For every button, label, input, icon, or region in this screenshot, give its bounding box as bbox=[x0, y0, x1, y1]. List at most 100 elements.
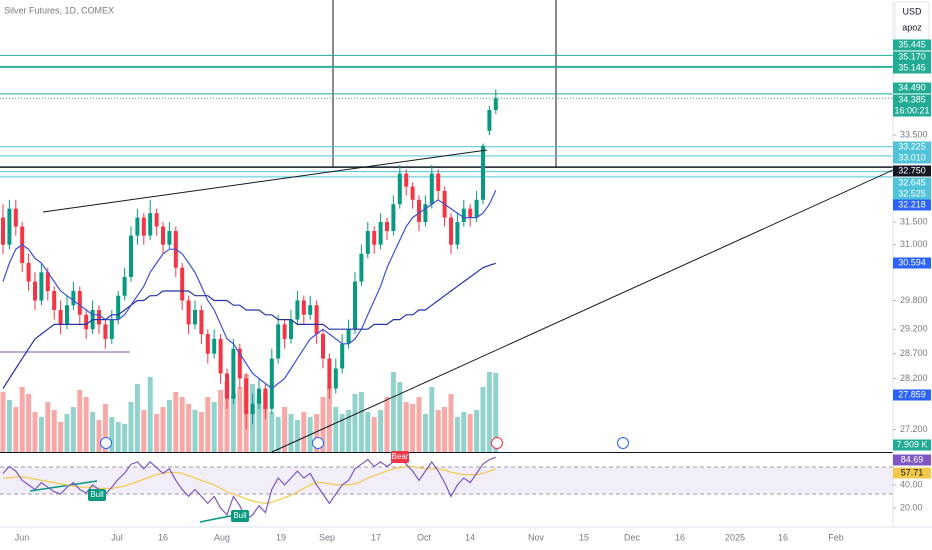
volume-bar bbox=[166, 400, 172, 452]
ma-label-box bbox=[893, 199, 931, 211]
volume-ma-label-box bbox=[893, 389, 931, 401]
moving-average bbox=[2, 262, 496, 389]
candle-body bbox=[116, 295, 121, 320]
level-label: 34.490 bbox=[898, 82, 926, 92]
countdown-box bbox=[893, 105, 931, 117]
level-label-box bbox=[893, 141, 931, 153]
volume-bar bbox=[230, 394, 236, 452]
event-icon[interactable] bbox=[617, 437, 629, 449]
volume-bar bbox=[282, 407, 288, 452]
level-label-box bbox=[893, 177, 931, 189]
y-tick-label: 29.800 bbox=[900, 295, 928, 305]
volume-bar bbox=[288, 414, 294, 452]
level-label-box bbox=[893, 165, 931, 177]
volume-bar bbox=[160, 407, 166, 452]
volume-bar bbox=[154, 414, 160, 452]
candle-body bbox=[295, 300, 300, 320]
volume-bar bbox=[403, 402, 409, 452]
volume-bar bbox=[371, 417, 377, 452]
rsi-label-box bbox=[893, 467, 931, 479]
volume-bar bbox=[186, 404, 192, 452]
level-label: 32.525 bbox=[898, 188, 926, 198]
candle-body bbox=[436, 173, 441, 192]
level-label-box bbox=[893, 188, 931, 200]
volume-bar bbox=[301, 412, 307, 452]
volume-bar bbox=[358, 392, 364, 452]
volume-ma-label: 27.859 bbox=[898, 389, 926, 399]
volume-bar bbox=[224, 382, 230, 452]
candle-body bbox=[45, 272, 50, 292]
annotation: Bear bbox=[392, 452, 409, 461]
volume-bar bbox=[256, 397, 262, 452]
candle-body bbox=[13, 208, 18, 227]
trendline bbox=[42, 149, 488, 213]
x-tick-label: Feb bbox=[828, 532, 844, 542]
candle-body bbox=[359, 253, 364, 282]
candle-body bbox=[404, 173, 409, 187]
event-icon[interactable] bbox=[491, 437, 503, 449]
volume-bar bbox=[320, 397, 326, 452]
level-label: 33.010 bbox=[898, 152, 926, 162]
candle-body bbox=[314, 305, 319, 335]
candle-body bbox=[39, 272, 44, 301]
candle-body bbox=[180, 267, 185, 301]
candle-body bbox=[250, 403, 255, 414]
level-label: 33.225 bbox=[898, 141, 926, 151]
annotation-box bbox=[231, 510, 249, 522]
volume-bar bbox=[19, 387, 25, 452]
x-tick-label: Jun bbox=[15, 532, 30, 542]
candle-body bbox=[282, 324, 287, 339]
candle-body bbox=[84, 314, 89, 330]
volume-bar bbox=[173, 392, 179, 452]
candle-body bbox=[449, 217, 453, 245]
candle-body bbox=[391, 204, 396, 232]
chart-title: Silver Futures, 1D, COMEX bbox=[4, 5, 114, 15]
volume-bar bbox=[77, 390, 83, 452]
candle-body bbox=[487, 109, 492, 131]
volume-bar bbox=[51, 410, 57, 452]
volume-bar bbox=[64, 414, 70, 452]
candle-body bbox=[225, 373, 229, 399]
candle-body bbox=[429, 173, 434, 205]
candle-body bbox=[474, 199, 479, 218]
candle-body bbox=[141, 217, 146, 236]
candle-body bbox=[231, 348, 236, 399]
annotation-box bbox=[88, 489, 106, 501]
y-tick-label: 31.000 bbox=[900, 239, 928, 249]
event-icon[interactable] bbox=[312, 437, 324, 449]
candle-body bbox=[244, 378, 249, 414]
candle-body bbox=[493, 98, 498, 110]
x-tick-label: Nov bbox=[528, 532, 545, 542]
candle-body bbox=[129, 235, 133, 277]
rsi-band bbox=[0, 467, 893, 494]
candle-body bbox=[154, 213, 159, 227]
volume-bar bbox=[397, 382, 403, 452]
volume-bar bbox=[109, 417, 115, 452]
candle-body bbox=[327, 358, 332, 389]
rsi-ma-line bbox=[3, 465, 497, 505]
volume-bar bbox=[442, 407, 448, 452]
level-label: 35.170 bbox=[898, 51, 926, 61]
trendline bbox=[271, 169, 894, 453]
candle-body bbox=[103, 324, 108, 339]
candle-body bbox=[71, 291, 76, 306]
annotation: Bull bbox=[233, 511, 247, 520]
candle-body bbox=[135, 217, 140, 236]
x-tick-label: Sep bbox=[319, 532, 335, 542]
volume-bar bbox=[474, 410, 480, 452]
candle-body bbox=[455, 222, 460, 245]
countdown: 16:00:21 bbox=[894, 105, 929, 115]
rsi-tick-label: 20.00 bbox=[900, 502, 923, 512]
volume-bar bbox=[211, 402, 217, 452]
candle-body bbox=[193, 309, 197, 325]
event-icon[interactable] bbox=[100, 437, 112, 449]
rsi-label-box bbox=[893, 454, 931, 466]
currency: USD bbox=[902, 6, 922, 16]
level-label: 32.750 bbox=[898, 165, 926, 175]
rsi-label: 57.71 bbox=[901, 467, 924, 477]
level-label: 35.145 bbox=[898, 62, 926, 72]
x-tick-label: 15 bbox=[579, 532, 589, 542]
ma-label: 32.218 bbox=[898, 199, 926, 209]
x-tick-label: 17 bbox=[371, 532, 381, 542]
y-tick-label: 31.500 bbox=[900, 216, 928, 226]
